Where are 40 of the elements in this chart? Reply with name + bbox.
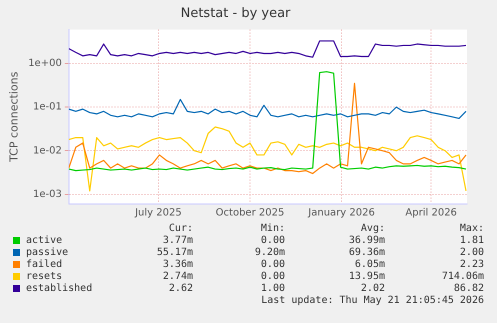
text: Cur: (168, 223, 193, 234)
x-tick-label: January 2026 (307, 208, 375, 219)
text: Min: (260, 223, 285, 234)
text: Avg: (360, 223, 385, 234)
text: 55.17m (156, 247, 193, 258)
y-tick-label: 1e-01 (32, 102, 62, 113)
text: 0.00 (260, 235, 285, 246)
x-tick-label: October 2025 (216, 208, 284, 219)
y-tick-label: 1e+00 (28, 58, 62, 70)
y-tick-label: 1e-02 (32, 145, 62, 156)
text: 3.36m (162, 259, 193, 270)
text: 2.74m (162, 271, 193, 282)
text: 0.00 (260, 271, 285, 282)
x-tick-label: July 2025 (134, 208, 182, 219)
text: 714.06m (442, 271, 484, 282)
legend-label: resets (26, 271, 62, 282)
legend-label: passive (26, 247, 68, 258)
text: 6.05m (354, 259, 385, 270)
text: 1.81 (460, 235, 484, 246)
text: 36.99m (348, 235, 385, 246)
text: 2.62 (168, 283, 193, 294)
text: 2.02 (360, 283, 385, 294)
text: 2.23 (460, 259, 484, 270)
legend-label: failed (26, 259, 62, 270)
text: 0.00 (260, 259, 285, 270)
text: 69.36m (348, 247, 385, 258)
text: 13.95m (348, 271, 385, 282)
chart-title: Netstat - by year (180, 6, 292, 22)
text: 1.00 (260, 283, 285, 294)
legend-label: established (26, 283, 92, 294)
text: Max: (460, 223, 484, 234)
text: 2.00 (460, 247, 484, 258)
y-axis-title: TCP connections (7, 71, 20, 163)
text: Last update: Thu May 21 21:05:45 2026 (261, 295, 484, 306)
legend-label: active (26, 235, 62, 246)
x-tick-label: April 2026 (405, 208, 457, 219)
text: 9.20m (254, 247, 285, 258)
y-tick-label: 1e-03 (32, 188, 62, 200)
text: 86.82 (454, 283, 484, 294)
text: 3.77m (162, 235, 193, 246)
